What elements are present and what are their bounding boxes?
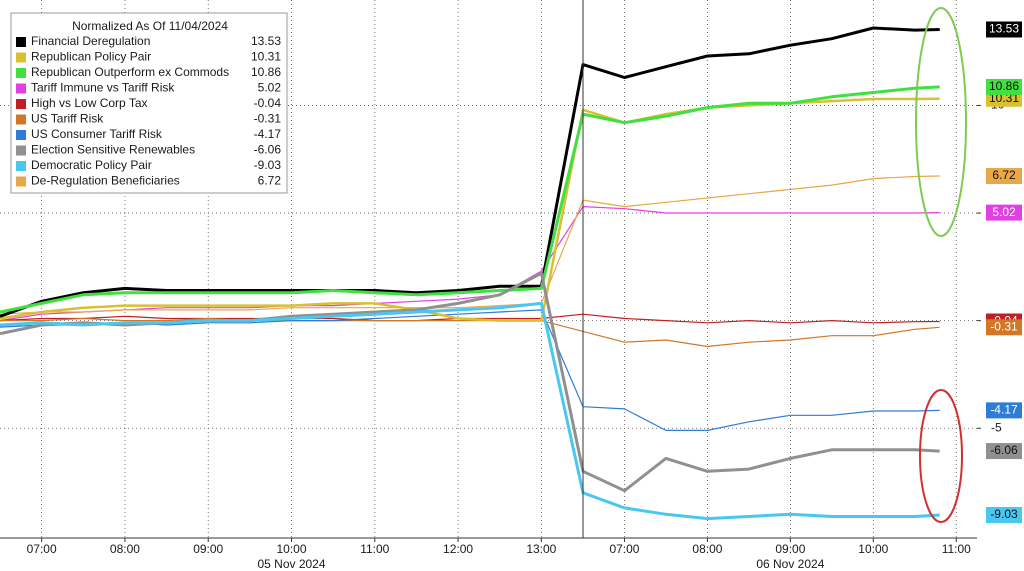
end-label-box (986, 506, 1022, 523)
x-tick-label: 07:00 (609, 542, 639, 556)
series-line (0, 206, 940, 322)
legend-label: Tariff Immune vs Tariff Risk (31, 81, 175, 95)
end-label: 5.02 (992, 205, 1016, 219)
y-tick-label: -5 (991, 420, 1002, 434)
legend-value: 10.86 (251, 65, 281, 79)
end-label-box (986, 21, 1022, 38)
x-tick-label: 08:00 (692, 542, 722, 556)
legend-swatch (16, 37, 26, 47)
legend-label: De-Regulation Beneficiaries (31, 174, 180, 188)
legend-label: US Consumer Tariff Risk (31, 127, 163, 141)
legend-value: -4.17 (254, 127, 282, 141)
end-label: 6.72 (992, 168, 1016, 182)
axis-labels: -5051007:0008:0009:0010:0011:0012:0013:0… (27, 98, 1005, 571)
x-tick-label: 07:00 (27, 542, 57, 556)
legend-swatch (16, 145, 26, 156)
x-tick-label: 09:00 (193, 542, 223, 556)
end-label: -0.31 (990, 319, 1018, 333)
x-tick-label: 09:00 (775, 542, 805, 556)
legend-box (10, 12, 288, 194)
legend-label: Democratic Policy Pair (31, 158, 152, 172)
legend-value: -0.04 (254, 96, 282, 110)
end-label-box (986, 443, 1022, 460)
legend-value: 5.02 (258, 81, 282, 95)
legend-value: -0.31 (254, 112, 282, 126)
legend-swatch (16, 68, 26, 78)
legend-swatch (16, 130, 26, 140)
end-label-box (986, 204, 1022, 221)
end-label: -4.17 (990, 403, 1018, 417)
series-line (0, 175, 940, 315)
legend-label: US Tariff Risk (31, 112, 104, 126)
highlight-ellipse (919, 389, 963, 523)
lines (0, 26, 940, 521)
legend-value: 13.53 (251, 34, 281, 48)
legend-value: 10.31 (251, 50, 281, 64)
end-label-box (986, 402, 1022, 419)
legend-label: High vs Low Corp Tax (31, 96, 148, 110)
x-tick-label: 13:00 (526, 542, 556, 556)
end-label: 13.53 (989, 22, 1019, 36)
legend-title: Normalized As Of 11/04/2024 (72, 19, 228, 33)
end-label-box (986, 319, 1022, 336)
x-tick-label: 11:00 (942, 542, 971, 556)
series-line (0, 309, 940, 431)
x-tick-label: 10:00 (276, 542, 306, 556)
legend-swatch (16, 161, 26, 171)
legend-value: 6.72 (258, 174, 282, 188)
legend-swatch (16, 176, 26, 187)
series-line (0, 26, 940, 318)
series-line (0, 301, 940, 521)
legend-label: Republican Policy Pair (31, 50, 151, 64)
legend-swatch (16, 99, 26, 109)
end-label: -6.06 (990, 443, 1018, 457)
end-label: -9.03 (990, 507, 1018, 521)
x-tick-label: 11:00 (360, 542, 389, 556)
end-label-box (986, 168, 1022, 185)
series-line (0, 85, 940, 314)
end-label-box (986, 78, 1022, 95)
legend-label: Financial Deregulation (31, 34, 150, 48)
legend-swatch (16, 114, 26, 125)
legend-swatch (16, 83, 26, 94)
legend: Normalized As Of 11/04/2024 Financial De… (10, 12, 288, 194)
highlight-ellipse (915, 7, 967, 237)
date-label: 06 Nov 2024 (756, 557, 824, 571)
legend-swatch (16, 52, 26, 63)
x-tick-label: 08:00 (110, 542, 140, 556)
legend-value: -6.06 (254, 143, 282, 157)
x-tick-label: 12:00 (443, 542, 473, 556)
end-label: 10.86 (989, 79, 1019, 93)
end-labels: 13.5310.3110.865.02-0.04-0.31-4.17-6.06-… (986, 21, 1022, 523)
legend-value: -9.03 (254, 158, 282, 172)
x-tick-label: 10:00 (858, 542, 888, 556)
legend-label: Election Sensitive Renewables (31, 143, 195, 157)
legend-label: Republican Outperform ex Commods (31, 65, 229, 79)
date-label: 05 Nov 2024 (257, 557, 325, 571)
